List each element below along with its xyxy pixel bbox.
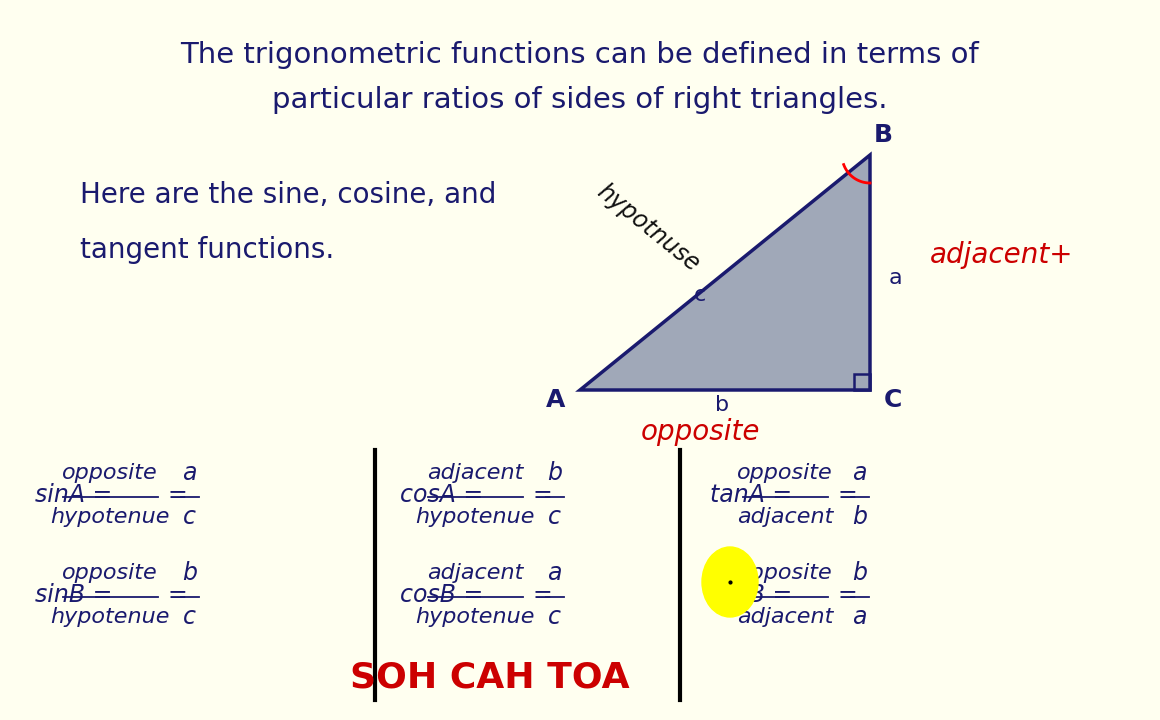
Text: C: C: [884, 388, 902, 412]
Text: c: c: [549, 605, 561, 629]
Text: a: a: [853, 605, 867, 629]
Text: =: =: [838, 483, 857, 507]
Text: sinB =: sinB =: [35, 583, 113, 607]
Text: B: B: [873, 123, 892, 147]
Text: hypotenue: hypotenue: [51, 507, 171, 527]
Text: Here are the sine, cosine, and: Here are the sine, cosine, and: [80, 181, 496, 209]
Text: hypotenue: hypotenue: [51, 607, 171, 627]
Text: tanB =: tanB =: [710, 583, 792, 607]
Text: cosB =: cosB =: [400, 583, 484, 607]
Text: tangent functions.: tangent functions.: [80, 236, 334, 264]
Text: =: =: [532, 583, 552, 607]
Text: hypotnuse: hypotnuse: [592, 179, 704, 276]
Text: tanA =: tanA =: [710, 483, 792, 507]
Text: c: c: [549, 505, 561, 529]
Text: b: b: [853, 561, 868, 585]
Text: SOH CAH TOA: SOH CAH TOA: [350, 661, 630, 695]
Text: opposite: opposite: [63, 463, 158, 483]
Text: adjacent+: adjacent+: [930, 241, 1073, 269]
Text: cosA =: cosA =: [400, 483, 483, 507]
Text: opposite: opposite: [63, 563, 158, 583]
Ellipse shape: [702, 547, 757, 617]
Polygon shape: [580, 155, 870, 390]
Text: The trigonometric functions can be defined in terms of: The trigonometric functions can be defin…: [181, 41, 979, 69]
Text: =: =: [532, 483, 552, 507]
Text: adjacent: adjacent: [737, 607, 833, 627]
Text: adjacent: adjacent: [427, 563, 523, 583]
Text: adjacent: adjacent: [427, 463, 523, 483]
Text: b: b: [853, 505, 868, 529]
Text: a: a: [182, 461, 197, 485]
Text: hypotenue: hypotenue: [415, 607, 535, 627]
Text: particular ratios of sides of right triangles.: particular ratios of sides of right tria…: [273, 86, 887, 114]
Text: =: =: [838, 583, 857, 607]
Text: c: c: [183, 605, 196, 629]
Text: c: c: [183, 505, 196, 529]
Text: =: =: [167, 583, 188, 607]
Text: c: c: [694, 285, 706, 305]
Text: A: A: [546, 388, 566, 412]
Text: opposite: opposite: [738, 463, 833, 483]
Text: a: a: [853, 461, 867, 485]
Text: b: b: [548, 461, 563, 485]
Text: b: b: [182, 561, 197, 585]
Text: hypotenue: hypotenue: [415, 507, 535, 527]
Text: b: b: [715, 395, 730, 415]
Text: opposite: opposite: [738, 563, 833, 583]
Text: sinA =: sinA =: [35, 483, 113, 507]
Text: adjacent: adjacent: [737, 507, 833, 527]
Text: a: a: [548, 561, 561, 585]
Text: =: =: [167, 483, 188, 507]
Text: opposite: opposite: [640, 418, 760, 446]
Text: a: a: [889, 268, 901, 288]
